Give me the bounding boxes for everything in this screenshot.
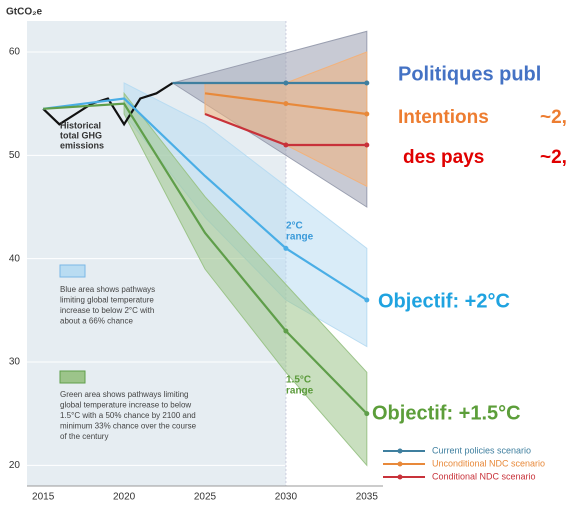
point <box>364 111 370 117</box>
annotation: 1.5°C with a 50% chance by 2100 and <box>60 411 196 420</box>
callout: Objectif: +2°C <box>378 290 510 312</box>
legend-dot <box>397 448 403 454</box>
series-line <box>42 82 174 127</box>
legend-label: Conditional NDC scenario <box>432 471 536 481</box>
x-tick-label: 2015 <box>32 492 55 503</box>
annotation: increase to below 2°C with <box>60 306 154 315</box>
legend-swatch <box>59 264 86 278</box>
point <box>283 328 289 334</box>
y-tick-label: 30 <box>9 357 21 368</box>
annotation: range <box>286 386 314 397</box>
point <box>283 245 289 251</box>
point <box>364 80 370 86</box>
annotation: Green area shows pathways limiting <box>60 390 189 399</box>
annotation: of the century <box>60 432 108 441</box>
legend-dot <box>397 474 403 480</box>
annotation: about a 66% chance <box>60 317 133 326</box>
annotation: range <box>286 232 314 243</box>
point <box>364 411 370 417</box>
legend-label: Unconditional NDC scenario <box>432 458 545 468</box>
callout: des pays <box>403 147 484 168</box>
x-tick-label: 2030 <box>275 492 298 503</box>
point <box>364 297 370 303</box>
point <box>283 142 289 148</box>
y-tick-label: 60 <box>9 47 21 58</box>
y-tick-label: 20 <box>9 460 21 471</box>
range-band <box>123 91 368 467</box>
annotation: 1.5°C <box>286 375 311 386</box>
series-line <box>43 97 368 301</box>
annotation: total GHG <box>60 130 102 140</box>
callout: ~2, <box>540 147 567 168</box>
series-line <box>43 102 368 415</box>
legend-swatch <box>59 370 86 384</box>
annotation: minimum 33% chance over the course <box>60 422 197 431</box>
callout: Politiques publ <box>398 63 541 85</box>
y-axis-title: GtCO₂e <box>6 7 43 18</box>
x-tick-label: 2025 <box>194 492 217 503</box>
callout: ~2, <box>540 107 567 128</box>
annotation: limiting global temperature <box>60 296 154 305</box>
annotation: Blue area shows pathways <box>60 285 155 294</box>
point <box>283 80 289 86</box>
legend-label: Current policies scenario <box>432 445 531 455</box>
x-tick-label: 2035 <box>356 492 379 503</box>
legend-dot <box>397 461 403 467</box>
point <box>364 142 370 148</box>
callout: Intentions <box>398 107 489 128</box>
annotation: 2°C <box>286 221 303 232</box>
x-tick-label: 2020 <box>113 492 136 503</box>
annotation: Historical <box>60 120 101 130</box>
y-tick-label: 50 <box>9 150 21 161</box>
callout: Objectif: +1.5°C <box>372 402 521 424</box>
point <box>283 101 289 107</box>
annotation: global temperature increase to below <box>60 401 191 410</box>
y-tick-label: 40 <box>9 253 21 264</box>
annotation: emissions <box>60 140 104 150</box>
